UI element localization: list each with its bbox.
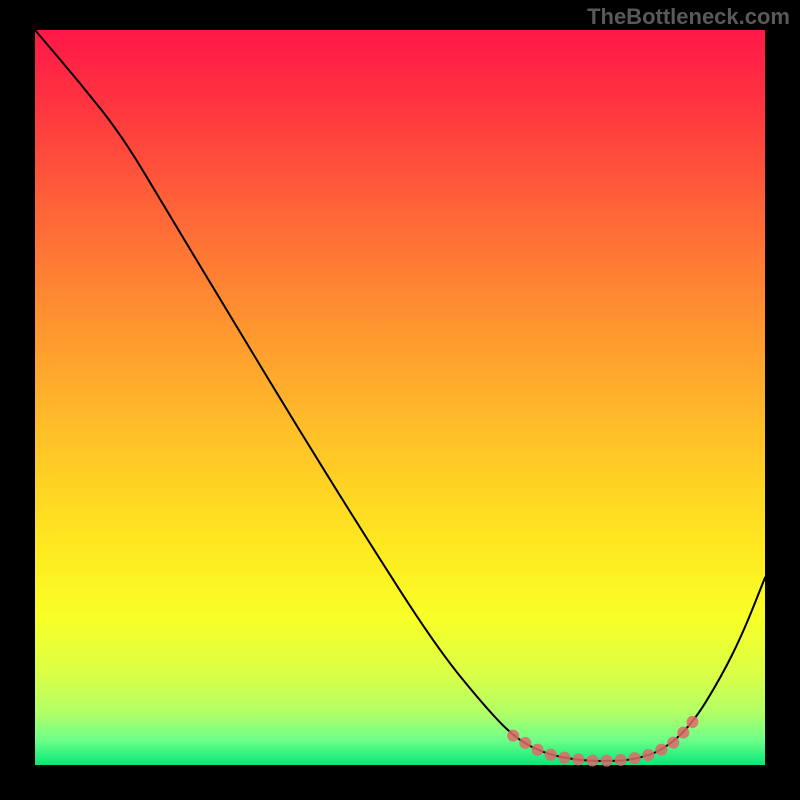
chart-container: TheBottleneck.com — [0, 0, 800, 800]
chart-svg — [0, 0, 800, 800]
plot-background — [35, 30, 765, 765]
watermark-text: TheBottleneck.com — [587, 4, 790, 30]
